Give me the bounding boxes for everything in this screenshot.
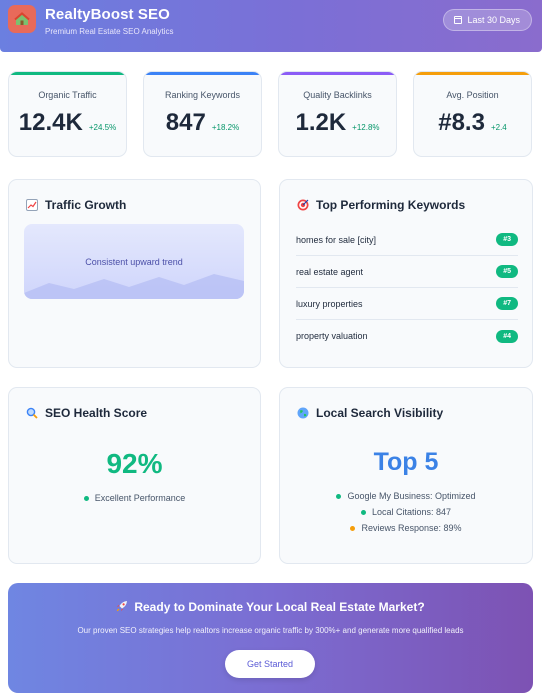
health-status: Excellent Performance: [9, 493, 260, 503]
stat-label: Quality Backlinks: [303, 90, 372, 100]
traffic-chart: Consistent upward trend: [24, 224, 244, 299]
stat-change: +24.5%: [88, 123, 117, 132]
status-dot-icon: [360, 510, 366, 516]
globe-icon: [297, 407, 309, 419]
stat-card-avg-position: Avg. Position #8.3 +2.4: [413, 71, 532, 157]
status-dot-icon: [336, 494, 342, 500]
cta-description: Our proven SEO strategies help realtors …: [77, 626, 464, 635]
stat-change: +2.4: [490, 123, 507, 132]
stat-card-organic-traffic: Organic Traffic 12.4K +24.5%: [8, 71, 127, 157]
panel-title: Local Search Visibility: [316, 406, 444, 420]
stat-label: Organic Traffic: [38, 90, 97, 100]
local-metric-text: Reviews Response: 89%: [361, 523, 462, 533]
stat-card-ranking-keywords: Ranking Keywords 847 +18.2%: [143, 71, 262, 157]
cta-title-text: Ready to Dominate Your Local Real Estate…: [134, 600, 425, 614]
stat-accent-bar: [414, 72, 531, 75]
health-score: 92%: [106, 448, 163, 479]
rocket-icon: [116, 600, 128, 612]
rank-badge: #3: [496, 233, 518, 246]
panel-title: SEO Health Score: [45, 406, 148, 420]
local-rank: Top 5: [373, 448, 439, 476]
stat-value: 12.4K: [18, 109, 83, 136]
stat-change: +12.8%: [352, 123, 380, 132]
stat-value: #8.3: [438, 109, 485, 136]
cta-banner: Ready to Dominate Your Local Real Estate…: [8, 583, 533, 693]
stat-accent-bar: [9, 72, 126, 75]
top-keywords-panel: Top Performing Keywords homes for sale […: [279, 179, 533, 368]
stat-accent-bar: [279, 72, 396, 75]
brand-title: RealtyBoost SEO: [45, 6, 170, 23]
keyword-text: property valuation: [296, 331, 368, 341]
chart-caption: Consistent upward trend: [85, 257, 183, 267]
status-dot-icon: [83, 496, 89, 502]
date-range-button[interactable]: Last 30 Days: [443, 9, 532, 31]
keyword-row[interactable]: property valuation #4: [296, 320, 518, 352]
traffic-growth-panel: Traffic Growth Consistent upward trend: [8, 179, 261, 368]
keyword-row[interactable]: luxury properties #7: [296, 288, 518, 320]
keyword-text: luxury properties: [296, 298, 363, 309]
panel-title: Top Performing Keywords: [316, 198, 466, 212]
keyword-row[interactable]: homes for sale [city] #3: [296, 224, 518, 256]
stat-change: +18.2%: [211, 123, 240, 132]
get-started-button[interactable]: Get Started: [225, 650, 315, 678]
local-visibility-panel: Local Search Visibility Top 5 Google My …: [279, 387, 533, 564]
keyword-row[interactable]: real estate agent #5: [296, 256, 518, 288]
calendar-icon: [454, 16, 463, 24]
keyword-text: homes for sale [city]: [296, 234, 377, 245]
panel-title: Traffic Growth: [45, 198, 127, 212]
brand-subtitle: Premium Real Estate SEO Analytics: [45, 27, 174, 36]
rank-badge: #7: [496, 297, 518, 310]
local-metric: Reviews Response: 89%: [280, 523, 532, 533]
keyword-text: real estate agent: [296, 266, 364, 277]
stat-label: Avg. Position: [446, 90, 499, 100]
local-metric: Google My Business: Optimized: [280, 491, 532, 501]
rank-badge: #5: [496, 265, 518, 278]
local-metric-text: Google My Business: Optimized: [347, 491, 476, 501]
target-icon: [297, 199, 309, 211]
stat-accent-bar: [144, 72, 261, 75]
stat-value: 1.2K: [295, 109, 347, 136]
stat-value: 847: [165, 109, 206, 136]
stat-card-quality-backlinks: Quality Backlinks 1.2K +12.8%: [278, 71, 397, 157]
date-range-label: Last 30 Days: [467, 15, 520, 25]
magnifier-icon: [26, 407, 38, 419]
chart-increasing-icon: [26, 199, 38, 211]
health-status-text: Excellent Performance: [94, 493, 186, 503]
local-metric-text: Local Citations: 847: [371, 507, 452, 517]
traffic-wave: [24, 274, 244, 299]
cta-title: Ready to Dominate Your Local Real Estate…: [8, 600, 533, 614]
rank-badge: #4: [496, 329, 518, 343]
seo-health-panel: SEO Health Score 92% Excellent Performan…: [8, 387, 261, 564]
local-metric: Local Citations: 847: [280, 507, 532, 517]
house-icon: [8, 5, 36, 33]
stat-label: Ranking Keywords: [164, 90, 241, 100]
app-header: RealtyBoost SEO Premium Real Estate SEO …: [0, 0, 542, 52]
status-dot-icon: [350, 526, 356, 532]
